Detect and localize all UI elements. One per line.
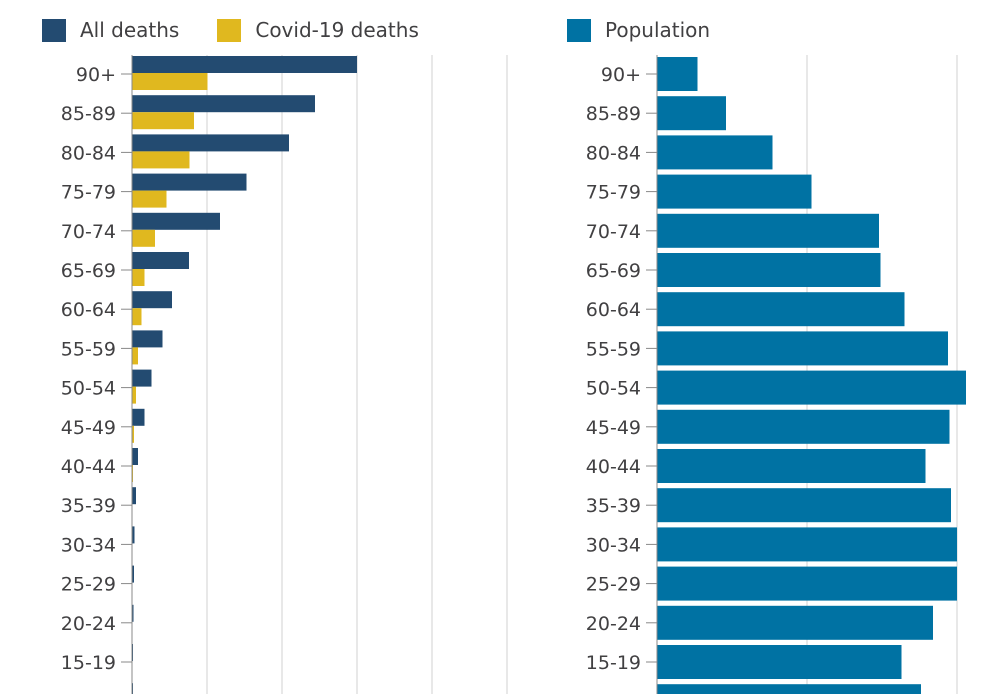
legend-label-population: Population: [605, 18, 711, 42]
bar-population-15-19: [657, 645, 902, 679]
right-tick-label-15-19: 15-19: [586, 652, 641, 674]
bar-population-80-84: [657, 135, 773, 170]
bar-all-deaths-35-39: [132, 487, 136, 505]
legend-item-all-deaths: All deaths: [42, 18, 179, 42]
bar-all-deaths-50-54: [132, 369, 152, 387]
legend-swatch-population: [567, 18, 591, 42]
bar-population-60-64: [657, 292, 905, 327]
legend-item-covid-deaths: Covid-19 deaths: [217, 18, 419, 42]
left-tick-label-60-64: 60-64: [61, 299, 116, 321]
left-tick-label-15-19: 15-19: [61, 652, 116, 674]
bar-covid-deaths-90-plus: [132, 73, 208, 90]
left-tick-label-85-89: 85-89: [61, 103, 116, 125]
bar-all-deaths-45-49: [132, 408, 145, 426]
bar-population-90-plus: [657, 57, 698, 91]
right-tick-label-35-39: 35-39: [586, 495, 641, 517]
bar-all-deaths-70-74: [132, 212, 220, 230]
bar-population-55-59: [657, 331, 948, 366]
right-tick-label-70-74: 70-74: [586, 221, 641, 243]
left-tick-label-65-69: 65-69: [61, 260, 116, 282]
right-tick-label-25-29: 25-29: [586, 574, 641, 596]
left-tick-label-30-34: 30-34: [61, 534, 116, 556]
bar-population-75-79: [657, 174, 812, 209]
bar-population-70-74: [657, 213, 879, 248]
bar-covid-deaths-50-54: [132, 386, 136, 404]
bar-covid-deaths-85-89: [132, 112, 194, 130]
left-tick-label-45-49: 45-49: [61, 417, 116, 439]
right-tick-label-10-14: 10-14: [586, 691, 641, 694]
bar-population-65-69: [657, 253, 881, 287]
left-tick-label-10-14: 10-14: [61, 691, 116, 694]
left-tick-label-50-54: 50-54: [61, 378, 116, 400]
right-tick-label-30-34: 30-34: [586, 534, 641, 556]
legend-label-covid-deaths: Covid-19 deaths: [255, 18, 419, 42]
bar-covid-deaths-70-74: [132, 229, 155, 247]
bar-population-50-54: [657, 370, 966, 405]
bar-covid-deaths-45-49: [132, 425, 134, 443]
bar-all-deaths-80-84: [132, 134, 289, 152]
legend-item-population: Population: [567, 18, 710, 42]
legend-swatch-all-deaths: [42, 18, 66, 42]
bar-population-20-24: [657, 605, 933, 640]
left-tick-label-75-79: 75-79: [61, 182, 116, 204]
bar-all-deaths-30-34: [132, 526, 135, 544]
bar-all-deaths-75-79: [132, 173, 247, 191]
right-tick-label-75-79: 75-79: [586, 182, 641, 204]
bar-covid-deaths-60-64: [132, 308, 142, 326]
right-tick-label-50-54: 50-54: [586, 378, 641, 400]
left-tick-label-70-74: 70-74: [61, 221, 116, 243]
left-tick-label-55-59: 55-59: [61, 338, 116, 360]
bar-population-10-14: [657, 684, 921, 694]
bar-population-85-89: [657, 96, 726, 131]
right-tick-label-90-plus: 90+: [601, 64, 641, 86]
left-tick-label-90-plus: 90+: [76, 64, 116, 86]
bar-covid-deaths-80-84: [132, 151, 190, 169]
bar-all-deaths-65-69: [132, 252, 189, 269]
legend-right: Population: [567, 18, 748, 42]
right-tick-label-65-69: 65-69: [586, 260, 641, 282]
bar-all-deaths-85-89: [132, 95, 315, 113]
left-tick-label-35-39: 35-39: [61, 495, 116, 517]
bar-all-deaths-55-59: [132, 330, 163, 348]
right-tick-label-55-59: 55-59: [586, 338, 641, 360]
bar-population-25-29: [657, 566, 957, 601]
bar-population-40-44: [657, 449, 926, 483]
left-tick-label-80-84: 80-84: [61, 142, 116, 164]
bar-population-35-39: [657, 488, 951, 523]
legend-swatch-covid-deaths: [217, 18, 242, 42]
bar-all-deaths-60-64: [132, 291, 172, 309]
left-tick-label-20-24: 20-24: [61, 613, 116, 635]
right-tick-label-45-49: 45-49: [586, 417, 641, 439]
bar-all-deaths-20-24: [132, 604, 134, 622]
left-tick-label-25-29: 25-29: [61, 574, 116, 596]
legend-label-all-deaths: All deaths: [80, 18, 180, 42]
right-tick-label-80-84: 80-84: [586, 142, 641, 164]
right-tick-label-40-44: 40-44: [586, 456, 641, 478]
bar-covid-deaths-65-69: [132, 269, 145, 286]
bar-all-deaths-40-44: [132, 448, 138, 465]
legend-left: All deaths Covid-19 deaths: [42, 18, 457, 42]
right-tick-label-60-64: 60-64: [586, 299, 641, 321]
right-tick-label-85-89: 85-89: [586, 103, 641, 125]
bar-population-30-34: [657, 527, 957, 562]
bar-all-deaths-25-29: [132, 565, 134, 583]
right-tick-label-20-24: 20-24: [586, 613, 641, 635]
bar-population-45-49: [657, 409, 950, 444]
bar-all-deaths-90-plus: [132, 56, 357, 73]
left-tick-label-40-44: 40-44: [61, 456, 116, 478]
bar-covid-deaths-55-59: [132, 347, 138, 365]
bar-covid-deaths-75-79: [132, 190, 167, 208]
